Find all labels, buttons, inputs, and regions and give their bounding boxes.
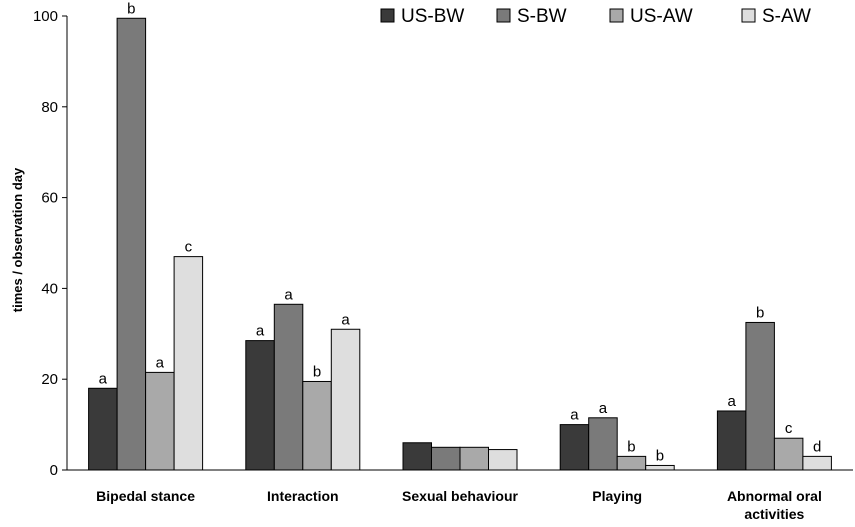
legend-label: US-AW xyxy=(630,6,693,27)
bar-us-bw-0 xyxy=(88,387,118,471)
bar-s-aw-2 xyxy=(488,449,518,471)
x-category-label: Sexual behaviour xyxy=(402,488,518,504)
bar-s-aw-3 xyxy=(645,464,675,471)
significance-label: a xyxy=(284,286,293,303)
bar-us-aw-1 xyxy=(302,380,332,471)
y-axis-label: times / observation day xyxy=(10,167,25,312)
legend-swatch xyxy=(380,8,395,23)
bar-s-bw-1 xyxy=(273,303,304,471)
bars-group xyxy=(88,17,832,471)
legend-label: S-BW xyxy=(517,6,567,27)
bar-s-aw-4 xyxy=(802,455,832,471)
significance-label: a xyxy=(99,370,108,387)
legend-label: S-AW xyxy=(762,6,811,27)
bar-us-aw-4 xyxy=(773,437,804,471)
y-axis-ticks: 0 20 40 60 80 100 xyxy=(33,8,67,479)
y-tick-label: 40 xyxy=(41,280,58,297)
x-category-label: Abnormal oral activities xyxy=(727,488,822,522)
bar-us-bw-4 xyxy=(716,410,747,471)
bar-s-bw-3 xyxy=(588,417,618,471)
bar-s-bw-2 xyxy=(431,446,461,471)
legend-swatch xyxy=(609,8,624,23)
significance-label: a xyxy=(727,393,736,410)
significance-label: a xyxy=(341,311,350,328)
legend: US-BW S-BW US-AW S-AW xyxy=(380,6,811,27)
y-tick-label: 0 xyxy=(50,462,58,479)
x-axis-categories: Bipedal stance Interaction Sexual behaviou… xyxy=(96,488,822,522)
bar-s-bw-0 xyxy=(116,17,147,471)
significance-label: d xyxy=(813,438,821,455)
significance-label: b xyxy=(627,438,635,455)
y-tick-label: 100 xyxy=(33,8,58,25)
significance-label: b xyxy=(656,447,664,464)
y-tick-label: 20 xyxy=(41,371,58,388)
significance-label: c xyxy=(785,420,793,437)
bar-s-aw-0 xyxy=(173,256,204,471)
significance-label: a xyxy=(156,354,165,371)
x-category-label: Bipedal stance xyxy=(96,488,195,504)
legend-label: US-BW xyxy=(401,6,464,27)
bar-us-bw-1 xyxy=(245,340,275,471)
legend-swatch xyxy=(496,8,511,23)
legend-swatch xyxy=(741,8,756,23)
y-tick-label: 60 xyxy=(41,190,58,207)
bar-us-aw-3 xyxy=(616,455,647,471)
x-category-label: Playing xyxy=(592,488,642,504)
significance-label: a xyxy=(599,400,608,417)
bar-us-aw-2 xyxy=(459,446,489,471)
significance-label: c xyxy=(185,239,193,256)
significance-label: a xyxy=(570,407,579,424)
bar-s-bw-4 xyxy=(745,321,775,471)
y-tick-label: 80 xyxy=(41,99,58,116)
significance-label: a xyxy=(256,323,265,340)
bar-us-aw-0 xyxy=(145,371,175,471)
x-category-label: Interaction xyxy=(267,488,339,504)
significance-labels: a b a c a a b a a a b b a b c d xyxy=(99,0,822,464)
bar-us-bw-3 xyxy=(559,424,590,471)
bar-s-aw-1 xyxy=(330,328,361,471)
bar-us-bw-2 xyxy=(402,442,432,471)
significance-label: b xyxy=(127,0,135,17)
significance-label: b xyxy=(313,363,321,380)
significance-label: b xyxy=(756,304,764,321)
